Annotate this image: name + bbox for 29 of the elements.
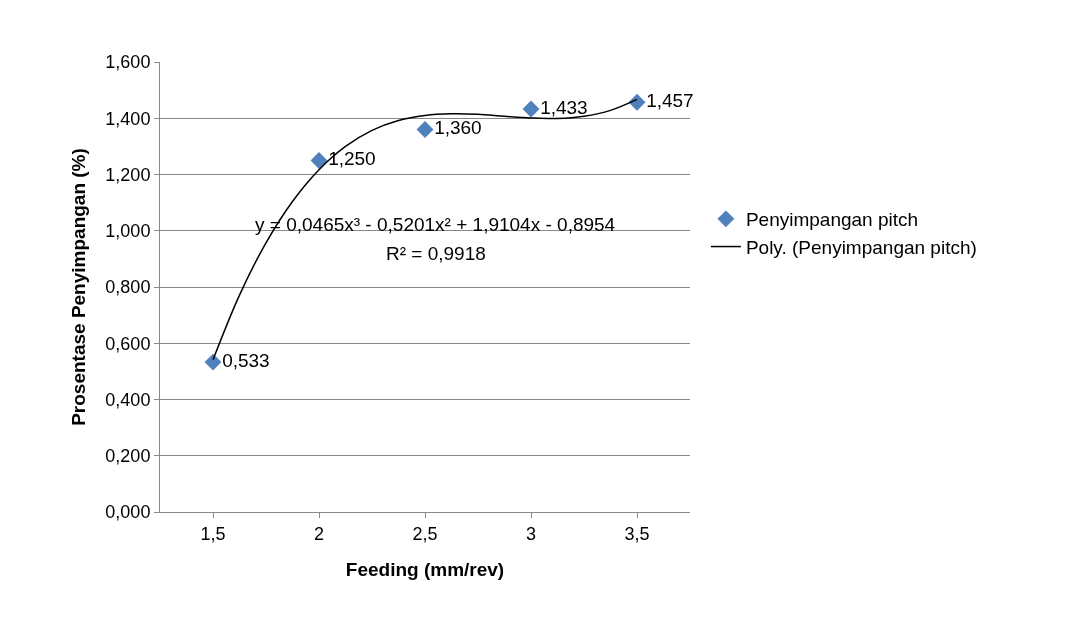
y-axis-title: Prosentase Penyimpangan (%): [68, 148, 90, 426]
annotation: R² = 0,9918: [386, 243, 486, 264]
point: [204, 353, 222, 371]
y-tick-label: 1,200: [105, 164, 151, 185]
legend-label: Penyimpangan pitch: [745, 209, 919, 231]
data-label: 1,457: [646, 89, 694, 111]
y-tick-label: 1,600: [105, 52, 151, 73]
y-tick-label: 1,000: [105, 221, 151, 242]
x-tick-label: 3,5: [624, 523, 650, 544]
legend-label: Poly. (Penyimpangan pitch): [745, 236, 977, 258]
data-label: 1,433: [540, 96, 588, 118]
y-tick-label: 1,400: [105, 108, 151, 129]
y-tick-label: 0,600: [105, 333, 151, 354]
y-tick-label: 0,000: [105, 502, 151, 523]
x-tick-label: 3: [525, 523, 537, 544]
y-tick-label: 0,200: [105, 446, 151, 467]
x-tick-label: 2: [313, 523, 325, 544]
point: [628, 93, 646, 111]
data-label: 0,533: [222, 349, 270, 371]
data-label: 1,360: [434, 117, 482, 139]
point: [522, 100, 540, 118]
y-tick-label: 0,400: [105, 389, 151, 410]
point: [416, 121, 434, 138]
x-axis-title: Feeding (mm/rev): [345, 559, 505, 581]
x-tick-label: 2,5: [412, 523, 438, 544]
data-label: 1,250: [328, 148, 376, 170]
y-tick-label: 0,800: [105, 277, 151, 298]
x-tick-label: 1,5: [200, 523, 226, 544]
point: [310, 151, 328, 169]
